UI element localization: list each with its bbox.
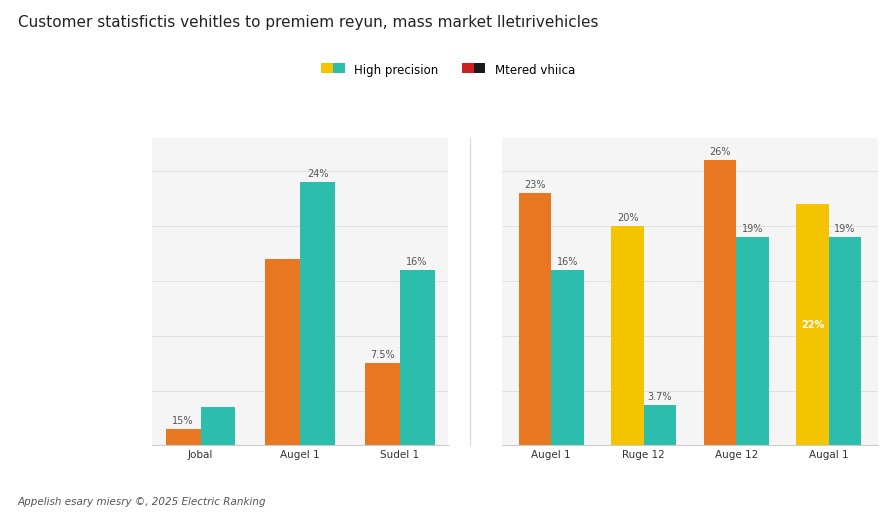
Bar (611, 226, 643, 445)
Text: 3.7%: 3.7% (648, 392, 672, 401)
Bar (643, 405, 676, 445)
Bar (829, 237, 861, 445)
Bar (737, 237, 769, 445)
Bar (166, 429, 201, 445)
Bar (265, 259, 300, 445)
Legend: High precision, Mtered vhiica: High precision, Mtered vhiica (316, 60, 580, 82)
Text: 20%: 20% (616, 212, 638, 223)
Bar (703, 160, 737, 445)
Text: 26%: 26% (710, 147, 731, 157)
Text: 16%: 16% (556, 257, 578, 267)
Text: Customer statisfictis vehitles to premiem reyun, mass market lletırivehicles: Customer statisfictis vehitles to premie… (18, 15, 599, 30)
Bar (519, 193, 551, 445)
Bar (365, 363, 400, 445)
Text: 22%: 22% (801, 320, 824, 330)
Text: 19%: 19% (834, 224, 856, 233)
Text: 24%: 24% (306, 169, 328, 179)
Bar (300, 182, 335, 445)
Text: 7.5%: 7.5% (370, 350, 394, 360)
Bar (797, 204, 829, 445)
Text: 23%: 23% (524, 180, 546, 190)
Bar (551, 270, 583, 445)
Text: Appelish esary miesry ©, 2025 Electric Ranking: Appelish esary miesry ©, 2025 Electric R… (18, 497, 266, 507)
Text: 16%: 16% (407, 257, 427, 267)
Bar (201, 407, 236, 445)
Bar (400, 270, 435, 445)
Text: 19%: 19% (742, 224, 763, 233)
Text: 15%: 15% (172, 416, 194, 425)
